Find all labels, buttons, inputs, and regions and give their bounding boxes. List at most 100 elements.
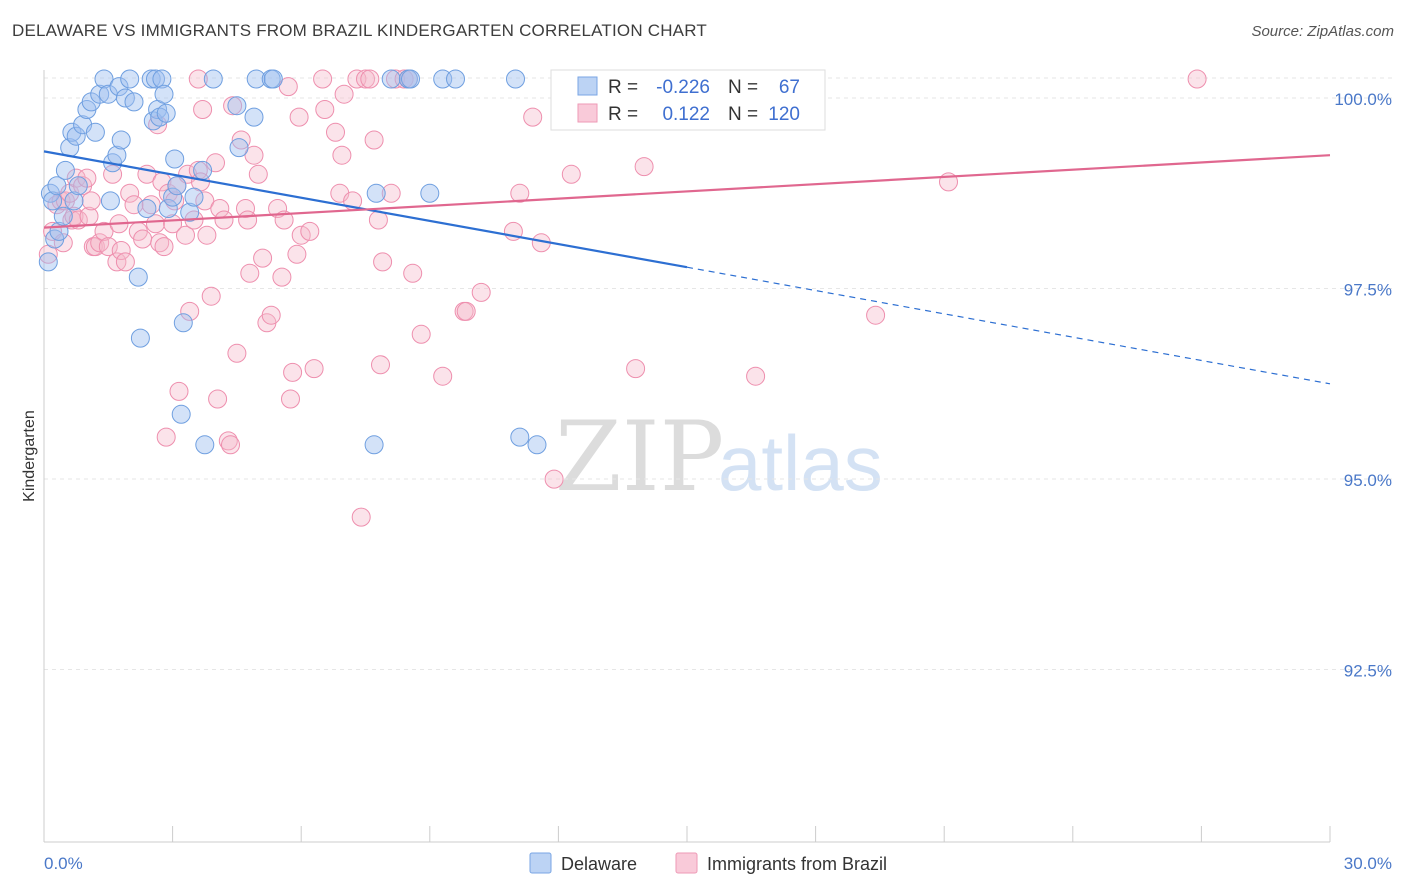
data-point <box>313 69 333 89</box>
data-point <box>366 183 386 203</box>
data-point <box>137 199 157 218</box>
data-point <box>130 328 150 348</box>
correlation-legend: R = -0.226 N = 67 R = 0.122 N = 120 <box>550 69 826 131</box>
data-point <box>626 359 646 379</box>
series-delaware <box>38 69 547 455</box>
data-point <box>433 366 453 386</box>
data-point <box>229 138 249 158</box>
y-tick-label: 95.0% <box>1344 471 1392 490</box>
data-point <box>115 252 135 272</box>
watermark-zip: ZIP <box>555 401 724 513</box>
data-point <box>156 103 176 123</box>
data-point <box>154 237 174 257</box>
data-point <box>133 229 153 249</box>
data-point <box>180 202 200 222</box>
data-point <box>746 366 766 386</box>
data-point <box>456 301 476 321</box>
data-point <box>193 160 213 180</box>
data-point <box>111 130 131 150</box>
data-point <box>214 210 234 230</box>
data-point <box>471 282 491 302</box>
data-point <box>173 313 193 333</box>
data-point <box>278 77 298 97</box>
data-point <box>223 96 243 116</box>
legend-r-label-brazil: R = <box>608 104 638 125</box>
data-point <box>203 69 223 89</box>
data-point <box>300 221 320 241</box>
data-point <box>1187 69 1207 89</box>
legend-r-label-delaware: R = <box>608 77 638 98</box>
data-point <box>40 183 60 203</box>
data-point <box>53 206 73 226</box>
trend-line-delaware-extension <box>686 266 1331 385</box>
data-point <box>94 221 114 241</box>
y-axis-label: Kindergarten <box>21 410 38 502</box>
data-point <box>124 92 144 112</box>
data-point <box>184 187 204 207</box>
series-legend-swatch-delaware[interactable] <box>529 852 552 874</box>
data-point <box>120 183 140 203</box>
data-point <box>180 301 200 321</box>
data-point <box>373 252 393 272</box>
data-point <box>261 305 281 325</box>
data-point <box>281 389 300 409</box>
data-point <box>411 324 431 344</box>
data-point <box>38 252 58 272</box>
series-legend-label-brazil[interactable]: Immigrants from Brazil <box>707 854 887 874</box>
data-point <box>124 195 144 215</box>
data-point <box>169 381 189 401</box>
data-point <box>154 84 174 104</box>
x-tick-label-min: 0.0% <box>44 854 83 873</box>
data-point <box>81 191 101 211</box>
data-point <box>244 145 264 165</box>
data-point <box>866 305 886 325</box>
data-point <box>156 427 176 447</box>
y-tick-label: 92.5% <box>1344 662 1392 681</box>
data-point <box>401 69 420 89</box>
data-point <box>356 69 375 89</box>
legend-n-label-brazil: N = <box>728 104 758 125</box>
legend-r-value-delaware: -0.226 <box>656 77 710 98</box>
axes: 100.0% 97.5% 95.0% 92.5% 0.0% 30.0% <box>43 70 1392 873</box>
data-point <box>326 122 345 142</box>
data-point <box>283 362 303 382</box>
x-tick-label-max: 30.0% <box>1344 854 1392 873</box>
data-point <box>304 359 324 379</box>
chart-title: DELAWARE VS IMMIGRANTS FROM BRAZIL KINDE… <box>12 21 707 40</box>
data-point <box>109 77 129 97</box>
data-point <box>289 107 309 127</box>
data-point <box>332 145 352 165</box>
series-legend-label-delaware[interactable]: Delaware <box>561 854 637 874</box>
data-point <box>510 183 530 203</box>
data-point <box>334 84 354 104</box>
data-point <box>100 191 120 211</box>
data-point <box>523 107 543 127</box>
data-point <box>634 157 654 177</box>
data-point <box>253 248 273 268</box>
data-point <box>506 69 525 89</box>
series-legend: Delaware Immigrants from Brazil <box>529 852 887 874</box>
data-point <box>244 107 264 127</box>
data-point <box>141 69 161 89</box>
data-point <box>152 69 172 89</box>
legend-r-value-brazil: 0.122 <box>662 104 710 125</box>
data-point <box>381 69 401 89</box>
data-point <box>221 435 240 455</box>
legend-n-value-delaware: 67 <box>779 77 800 98</box>
data-point <box>561 164 581 184</box>
data-point <box>120 69 140 89</box>
series-legend-swatch-brazil[interactable] <box>675 852 698 874</box>
data-point <box>193 100 213 119</box>
legend-n-value-brazil: 120 <box>768 104 800 125</box>
data-point <box>248 164 268 184</box>
data-point <box>163 187 183 207</box>
y-tick-label: 97.5% <box>1344 281 1392 300</box>
data-point <box>287 244 307 264</box>
data-point <box>64 191 84 211</box>
data-point <box>195 435 215 455</box>
data-point <box>240 263 260 283</box>
data-point <box>227 343 247 363</box>
data-point <box>381 183 401 203</box>
data-point <box>446 69 465 89</box>
